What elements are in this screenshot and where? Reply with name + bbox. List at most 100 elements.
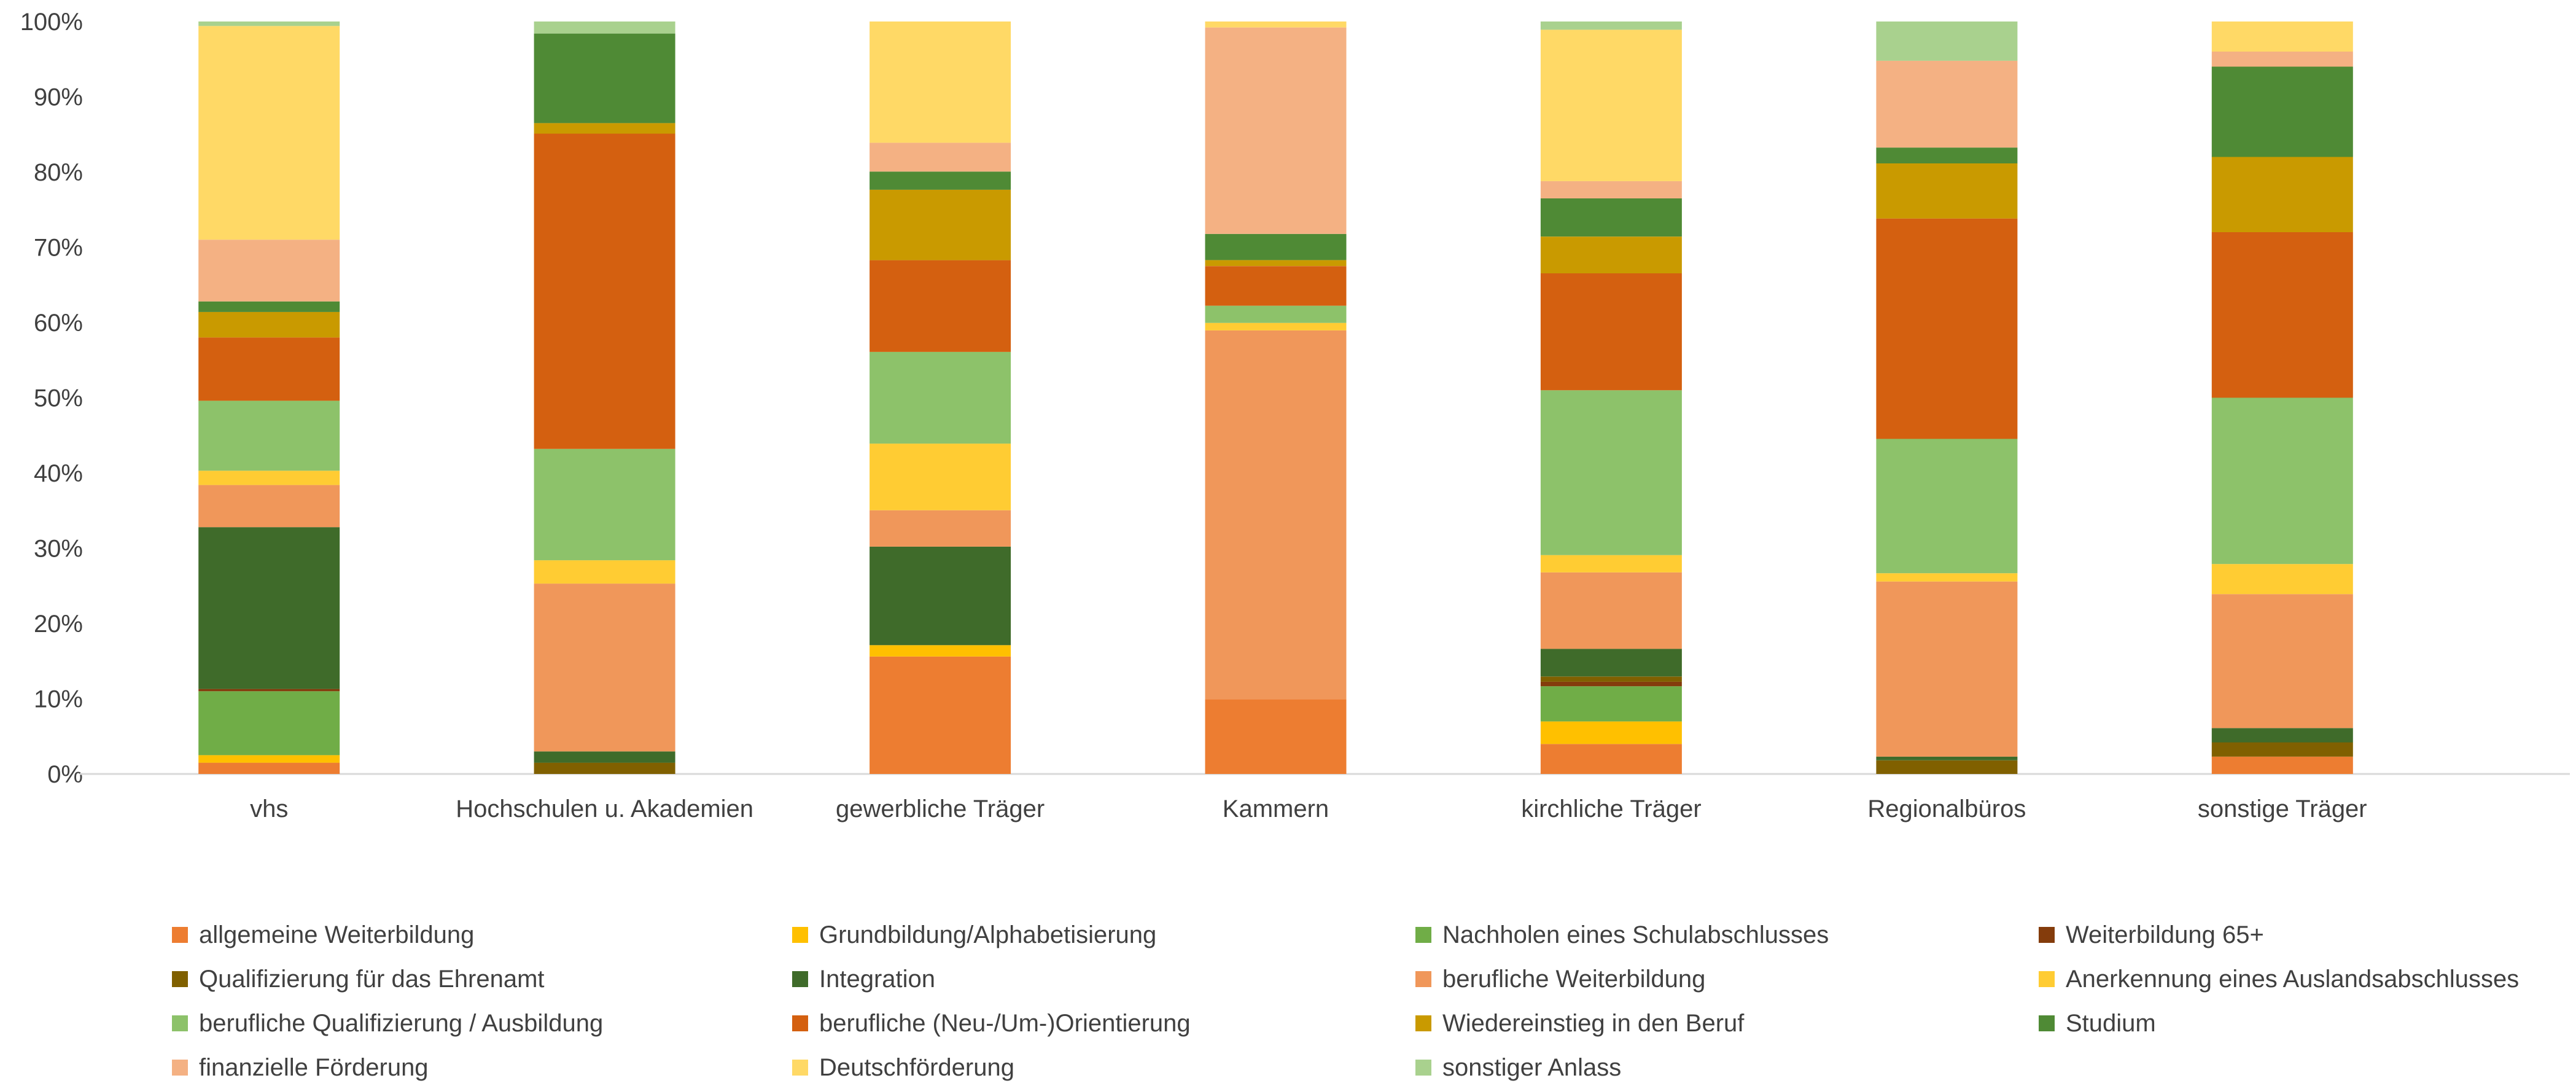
legend-label: berufliche Qualifizierung / Ausbildung	[199, 1009, 604, 1037]
bar-segment	[1876, 581, 2018, 757]
legend-item: berufliche (Neu-/Um-)Orientierung	[792, 1005, 1191, 1042]
legend-swatch	[172, 927, 188, 943]
bar-segment	[1876, 60, 2018, 148]
bar-segment	[1205, 260, 1347, 267]
bar-segment	[198, 527, 340, 689]
bar-segment	[198, 26, 340, 240]
x-tick-label: kirchliche Träger	[1521, 795, 1701, 822]
legend-label: Integration	[819, 965, 936, 993]
bar-segment	[534, 560, 675, 584]
x-tick-label: gewerbliche Träger	[836, 795, 1045, 822]
bar-segment	[870, 351, 1011, 444]
legend-swatch	[1415, 927, 1431, 943]
legend-swatch	[792, 971, 808, 987]
bar-segment	[1205, 322, 1347, 330]
bar-segment	[534, 762, 675, 774]
bar-segment	[534, 751, 675, 763]
bar-segment	[870, 443, 1011, 510]
bar-segment	[870, 656, 1011, 774]
legend-item: Anerkennung eines Auslandsabschlusses	[2039, 961, 2519, 998]
bar-segment	[1876, 573, 2018, 582]
y-tick-label: 40%	[34, 460, 83, 487]
bar-segment	[1540, 29, 1682, 181]
legend-label: finanzielle Förderung	[199, 1053, 429, 1081]
bar-segment	[1540, 572, 1682, 649]
bar-segment	[2211, 728, 2353, 743]
bar-segment	[1540, 649, 1682, 677]
legend-label: sonstiger Anlass	[1442, 1053, 1622, 1081]
bar-segment	[1540, 555, 1682, 572]
bar-segment	[1205, 699, 1347, 774]
bar-segment	[870, 171, 1011, 190]
legend-label: Wiedereinstieg in den Beruf	[1442, 1009, 1745, 1037]
legend-item: sonstiger Anlass	[1415, 1049, 1621, 1086]
bar-segment	[870, 21, 1011, 143]
bar-segment	[1876, 756, 2018, 760]
bar-segment	[2211, 157, 2353, 232]
bar-segment	[1876, 760, 2018, 774]
legend-swatch	[2039, 1015, 2055, 1031]
legend-label: allgemeine Weiterbildung	[199, 921, 475, 948]
bar-segment	[1540, 676, 1682, 682]
legend-label: Deutschförderung	[819, 1053, 1014, 1081]
legend-item: berufliche Weiterbildung	[1415, 961, 1705, 998]
y-tick-label: 10%	[34, 686, 83, 713]
x-tick-label: vhs	[250, 795, 288, 822]
legend-item: Qualifizierung für das Ehrenamt	[172, 961, 545, 998]
bar-segment	[1876, 163, 2018, 219]
x-tick-label: Kammern	[1223, 795, 1329, 822]
bar-segment	[870, 189, 1011, 260]
y-tick-label: 70%	[34, 235, 83, 262]
legend-item: Weiterbildung 65+	[2039, 916, 2264, 953]
legend-swatch	[1415, 1060, 1431, 1076]
bar-segment	[1540, 390, 1682, 555]
bar-segment	[1540, 721, 1682, 744]
bar-segment	[870, 143, 1011, 172]
bar-segment	[1540, 681, 1682, 687]
legend-item: Nachholen eines Schulabschlusses	[1415, 916, 1829, 953]
bar-segment	[198, 762, 340, 774]
bar-segment	[198, 240, 340, 302]
bar-segment	[2211, 52, 2353, 67]
bar-segment	[534, 133, 675, 449]
bar-segment	[1205, 330, 1347, 700]
legend-label: Studium	[2066, 1009, 2156, 1037]
bar-segment	[1205, 21, 1347, 28]
legend-label: Grundbildung/Alphabetisierung	[819, 921, 1157, 948]
legend-swatch	[792, 927, 808, 943]
bar-segment	[1540, 21, 1682, 30]
y-tick-label: 30%	[34, 536, 83, 563]
bar-segment	[534, 123, 675, 134]
bar-segment	[534, 21, 675, 34]
legend-item: Grundbildung/Alphabetisierung	[792, 916, 1156, 953]
legend-swatch	[172, 1060, 188, 1076]
bar-segment	[1540, 744, 1682, 774]
bar-segment	[870, 546, 1011, 646]
bar-segment	[2211, 594, 2353, 729]
bar-segment	[2211, 564, 2353, 595]
bar-segment	[534, 33, 675, 123]
legend-item: finanzielle Förderung	[172, 1049, 429, 1086]
bar-segment	[1205, 233, 1347, 260]
legend-label: berufliche Weiterbildung	[1442, 965, 1706, 993]
legend-swatch	[792, 1015, 808, 1031]
x-tick-label: sonstige Träger	[2198, 795, 2367, 822]
bar-segment	[198, 691, 340, 756]
bar-segment	[198, 689, 340, 692]
bar-segment	[198, 311, 340, 338]
bar-segment	[870, 510, 1011, 547]
bar-segment	[1205, 266, 1347, 306]
bar-segment	[198, 21, 340, 26]
x-tick-label: Regionalbüros	[1867, 795, 2026, 822]
y-tick-label: 60%	[34, 310, 83, 337]
legend-label: berufliche (Neu-/Um-)Orientierung	[819, 1009, 1191, 1037]
x-tick-label: Hochschulen u. Akademien	[456, 795, 753, 822]
bar-segment	[1540, 236, 1682, 273]
legend-swatch	[792, 1060, 808, 1076]
legend-label: Weiterbildung 65+	[2066, 921, 2264, 948]
bar-segment	[1540, 686, 1682, 722]
bar-segment	[198, 400, 340, 471]
bar-segment	[2211, 232, 2353, 398]
legend-swatch	[2039, 927, 2055, 943]
